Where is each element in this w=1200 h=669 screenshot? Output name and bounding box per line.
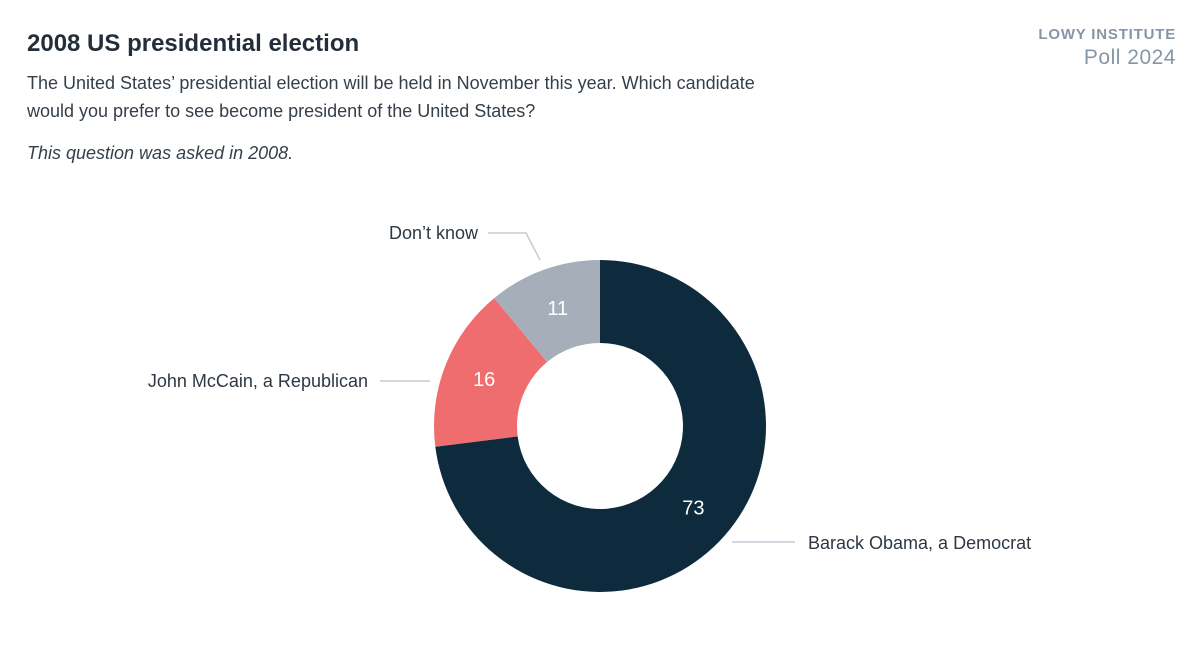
slice-label-mccain: John McCain, a Republican: [147, 371, 368, 391]
slice-value-label-1: 16: [473, 369, 495, 391]
slice-value-label-0: 73: [682, 497, 704, 519]
survey-question-note: This question was asked in 2008.: [27, 143, 294, 163]
poll-2024-wordmark: Poll 2024: [1083, 45, 1176, 69]
survey-question-line-2: would you prefer to see become president…: [27, 101, 536, 121]
slice-label-obama: Barack Obama, a Democrat: [808, 533, 1032, 553]
slice-value-label-2: 11: [547, 298, 568, 320]
lowy-institute-wordmark: LOWY INSTITUTE: [1038, 26, 1176, 43]
donut-slice-1[interactable]: [434, 298, 548, 447]
lowy-institute-logo: LOWY INSTITUTE Poll 2024: [1038, 26, 1176, 69]
donut-slice-0[interactable]: [435, 260, 767, 592]
survey-question: The United States’ presidential election…: [27, 69, 755, 125]
donut-slice-2[interactable]: [494, 259, 600, 363]
survey-question-line-1: The United States’ presidential election…: [27, 73, 755, 93]
slice-label-dont-know: Don’t know: [388, 223, 478, 243]
leader-line-dont-know: [488, 232, 541, 261]
page-title: 2008 US presidential election: [27, 30, 360, 57]
